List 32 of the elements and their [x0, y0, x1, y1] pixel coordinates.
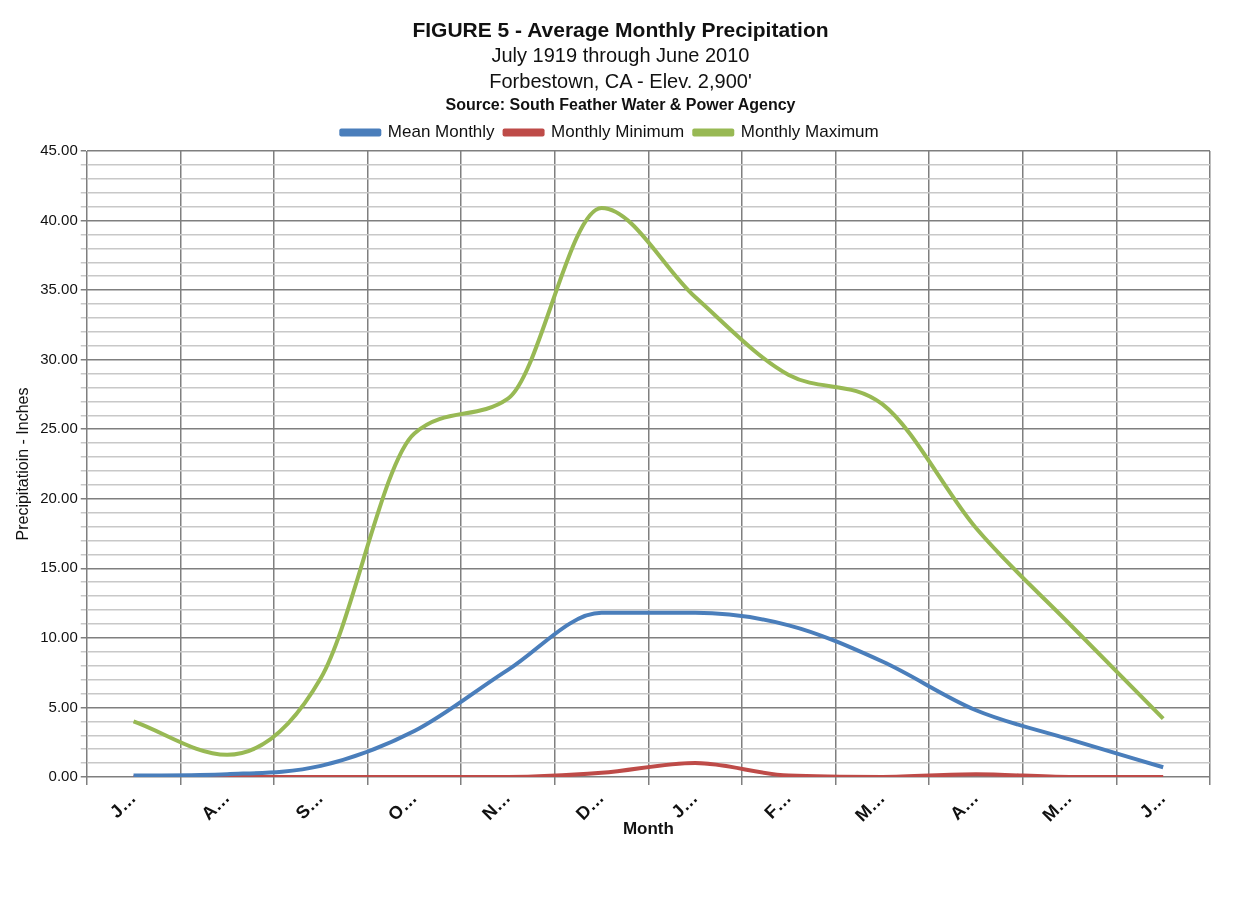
y-tick-label: 10.00 [40, 628, 78, 646]
y-axis-title: Precipitatioin - Inches [14, 387, 32, 541]
x-tick-label: A… [197, 787, 234, 824]
line-series [131, 610, 1166, 777]
legend-label: Monthly Maximum [740, 122, 879, 142]
x-tick-label: M… [1038, 787, 1076, 826]
y-tick-label: 30.00 [40, 349, 78, 367]
x-tick-label: S… [291, 787, 328, 824]
chart-subtitle: July 1919 through June 2010 Forbestown, CA - Elev. 2,900' [488, 43, 753, 94]
chart-title: FIGURE 5 - Average Monthly Precipitation [411, 18, 830, 42]
y-tick-label: 0.00 [48, 767, 78, 785]
x-tick-label: J… [105, 787, 140, 822]
y-tick-label: 25.00 [40, 419, 78, 437]
y-tick-label: 15.00 [40, 558, 78, 576]
legend-label: Mean Monthly [387, 122, 496, 142]
line-series [131, 206, 1166, 757]
source-note: Source: South Feather Water & Power Agency [444, 96, 797, 114]
y-tick-label: 20.00 [40, 488, 78, 506]
x-tick-label: F… [760, 787, 796, 823]
x-tick-label: J… [1135, 787, 1170, 822]
legend-label: Monthly Minimum [551, 122, 685, 142]
x-axis-title: Month [622, 819, 674, 839]
x-tick-label: A… [946, 787, 983, 824]
x-tick-label: M… [851, 787, 889, 826]
x-tick-label: O… [383, 787, 421, 825]
y-tick-label: 40.00 [40, 210, 78, 228]
y-tick-label: 5.00 [48, 697, 78, 715]
x-tick-label: J… [667, 787, 702, 822]
x-tick-label: N… [478, 787, 515, 824]
x-tick-label: D… [571, 787, 608, 824]
y-tick-label: 45.00 [40, 141, 78, 159]
y-tick-label: 35.00 [40, 280, 78, 298]
